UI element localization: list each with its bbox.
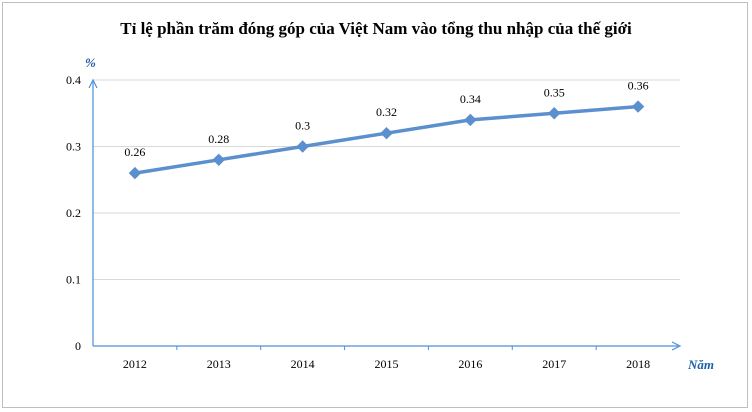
x-axis-arrow bbox=[671, 341, 682, 351]
chart-title: Tỉ lệ phần trăm đóng góp của Việt Nam và… bbox=[120, 19, 632, 38]
x-tick-label-5: 2017 bbox=[542, 357, 566, 371]
data-label-2013: 0.28 bbox=[208, 132, 229, 146]
x-tick-label-0: 2012 bbox=[123, 357, 147, 371]
data-point-2017 bbox=[548, 107, 561, 120]
data-label-2015: 0.32 bbox=[376, 105, 397, 119]
y-tick-label-4: 0.4 bbox=[66, 73, 81, 87]
data-label-2016: 0.34 bbox=[460, 92, 481, 106]
data-label-2018: 0.36 bbox=[628, 79, 649, 93]
data-label-2012: 0.26 bbox=[124, 145, 145, 159]
data-labels: 0.26 0.28 0.3 0.32 0.34 0.35 0.36 bbox=[124, 79, 648, 160]
y-tick-label-2: 0.2 bbox=[66, 206, 81, 220]
axes bbox=[88, 78, 682, 351]
data-point-2016 bbox=[464, 113, 477, 127]
y-tick-label-1: 0.1 bbox=[66, 273, 81, 287]
y-tick-labels: 0 0.1 0.2 0.3 0.4 bbox=[66, 73, 81, 353]
series-markers bbox=[128, 100, 645, 180]
chart-frame bbox=[2, 2, 748, 408]
x-tick-label-3: 2015 bbox=[375, 357, 399, 371]
y-tick-label-3: 0.3 bbox=[66, 140, 81, 154]
data-point-2013 bbox=[212, 153, 225, 167]
x-tick-label-1: 2013 bbox=[207, 357, 231, 371]
data-point-2014 bbox=[296, 140, 309, 153]
x-axis-label: Năm bbox=[687, 357, 714, 372]
x-tick-labels: 2012 2013 2014 2015 2016 2017 2018 bbox=[123, 357, 650, 371]
data-label-2014: 0.3 bbox=[295, 119, 310, 133]
x-tick-label-6: 2018 bbox=[626, 357, 650, 371]
data-label-2017: 0.35 bbox=[544, 85, 565, 99]
x-tick-label-4: 2016 bbox=[458, 357, 482, 371]
y-axis-unit-label: % bbox=[85, 55, 96, 70]
y-tick-label-0: 0 bbox=[75, 339, 81, 353]
y-axis-arrow bbox=[88, 78, 98, 89]
gridlines bbox=[93, 79, 680, 280]
data-point-2018 bbox=[631, 100, 645, 113]
x-tick-label-2: 2014 bbox=[291, 357, 315, 371]
data-point-2012 bbox=[128, 166, 142, 180]
data-point-2015 bbox=[380, 126, 393, 140]
